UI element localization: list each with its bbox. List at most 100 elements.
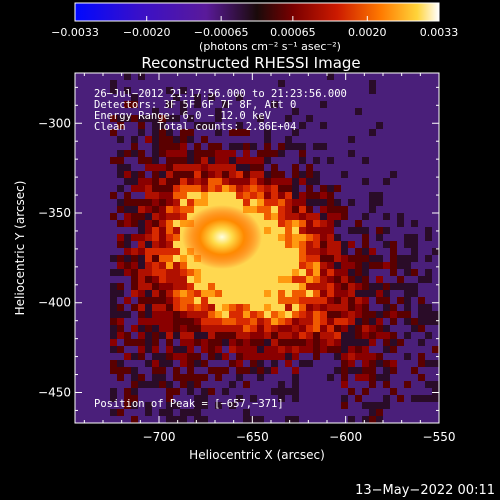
heatmap-cell: [383, 164, 390, 171]
heatmap-cell: [103, 80, 110, 87]
heatmap-cell: [299, 234, 306, 241]
heatmap-cell: [229, 94, 236, 101]
heatmap-cell: [299, 360, 306, 367]
heatmap-cell: [348, 136, 355, 143]
heatmap-cell: [376, 297, 383, 304]
heatmap-cell: [397, 213, 404, 220]
heatmap-cell: [250, 353, 257, 360]
heatmap-cell: [131, 185, 138, 192]
heatmap-cell: [383, 360, 390, 367]
heatmap-cell: [89, 185, 96, 192]
heatmap-cell: [180, 213, 187, 220]
heatmap-cell: [222, 129, 229, 136]
heatmap-cell: [313, 381, 320, 388]
heatmap-cell: [348, 213, 355, 220]
heatmap-cell: [355, 241, 362, 248]
heatmap-cell: [306, 171, 313, 178]
heatmap-cell: [369, 402, 376, 409]
heatmap-cell: [215, 388, 222, 395]
heatmap-cell: [159, 248, 166, 255]
heatmap-cell: [327, 150, 334, 157]
heatmap-cell: [341, 80, 348, 87]
heatmap-cell: [243, 206, 250, 213]
heatmap-cell: [250, 80, 257, 87]
heatmap-cell: [292, 234, 299, 241]
heatmap-cell: [271, 262, 278, 269]
heatmap-cell: [187, 290, 194, 297]
heatmap-cell: [222, 192, 229, 199]
heatmap-cell: [215, 115, 222, 122]
heatmap-cell: [341, 115, 348, 122]
heatmap-cell: [103, 87, 110, 94]
heatmap-cell: [145, 150, 152, 157]
heatmap-cell: [264, 143, 271, 150]
heatmap-cell: [138, 395, 145, 402]
heatmap-cell: [222, 283, 229, 290]
heatmap-cell: [369, 220, 376, 227]
heatmap-cell: [131, 374, 138, 381]
heatmap-cell: [383, 353, 390, 360]
heatmap-cell: [250, 262, 257, 269]
heatmap-cell: [138, 248, 145, 255]
heatmap-cell: [89, 206, 96, 213]
heatmap-cell: [194, 73, 201, 80]
heatmap-cell: [376, 360, 383, 367]
heatmap-cell: [264, 129, 271, 136]
heatmap-cell: [341, 164, 348, 171]
heatmap-cell: [243, 129, 250, 136]
heatmap-cell: [285, 227, 292, 234]
heatmap-cell: [425, 241, 432, 248]
heatmap-cell: [96, 241, 103, 248]
heatmap-cell: [222, 318, 229, 325]
heatmap-cell: [103, 129, 110, 136]
heatmap-cell: [299, 87, 306, 94]
heatmap-cell: [313, 129, 320, 136]
x-tick-label: −550: [423, 430, 456, 444]
heatmap-cell: [376, 136, 383, 143]
heatmap-cell: [250, 108, 257, 115]
heatmap-cell: [313, 227, 320, 234]
heatmap-cell: [327, 255, 334, 262]
heatmap-cell: [229, 388, 236, 395]
heatmap-cell: [145, 402, 152, 409]
heatmap-cell: [82, 416, 89, 423]
heatmap-cell: [425, 290, 432, 297]
heatmap-cell: [82, 248, 89, 255]
heatmap-cell: [278, 87, 285, 94]
heatmap-cell: [292, 262, 299, 269]
heatmap-cell: [110, 101, 117, 108]
heatmap-cell: [292, 248, 299, 255]
heatmap-cell: [404, 318, 411, 325]
heatmap-cell: [103, 178, 110, 185]
heatmap-cell: [82, 374, 89, 381]
heatmap-cell: [390, 311, 397, 318]
heatmap-cell: [285, 339, 292, 346]
heatmap-cell: [327, 192, 334, 199]
heatmap-cell: [299, 367, 306, 374]
heatmap-cell: [243, 416, 250, 423]
heatmap-cell: [208, 80, 215, 87]
heatmap-cell: [355, 80, 362, 87]
heatmap-cell: [425, 374, 432, 381]
heatmap-cell: [411, 325, 418, 332]
heatmap-cell: [194, 192, 201, 199]
heatmap-cell: [355, 297, 362, 304]
heatmap-cell: [117, 122, 124, 129]
heatmap-cell: [89, 73, 96, 80]
heatmap-cell: [397, 108, 404, 115]
heatmap-cell: [103, 262, 110, 269]
heatmap-cell: [257, 255, 264, 262]
heatmap-cell: [278, 346, 285, 353]
heatmap-cell: [145, 262, 152, 269]
heatmap-cell: [292, 206, 299, 213]
heatmap-cell: [138, 143, 145, 150]
heatmap-cell: [376, 248, 383, 255]
heatmap-cell: [327, 143, 334, 150]
heatmap-cell: [89, 171, 96, 178]
heatmap-cell: [173, 94, 180, 101]
heatmap-cell: [334, 283, 341, 290]
heatmap-cell: [369, 304, 376, 311]
heatmap-cell: [257, 206, 264, 213]
heatmap-cell: [208, 87, 215, 94]
heatmap-cell: [110, 388, 117, 395]
